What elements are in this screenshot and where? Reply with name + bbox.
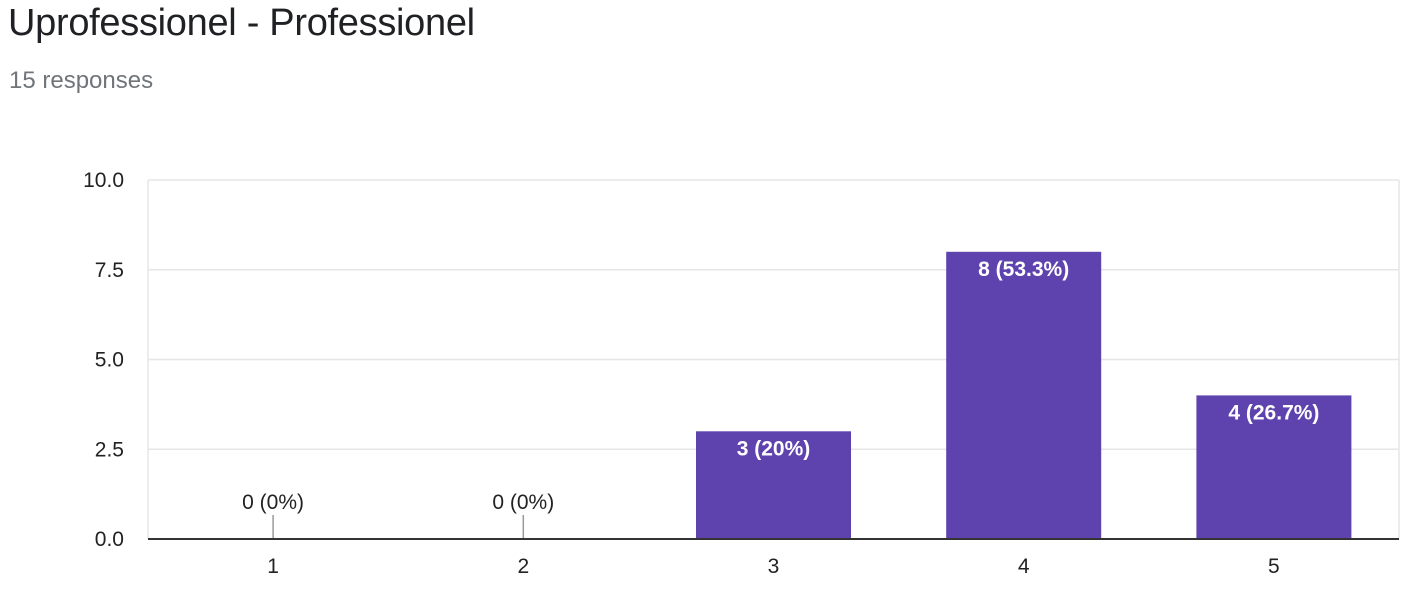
y-tick-label: 2.5 (95, 438, 124, 461)
chart-title: Uprofessionel - Professionel (8, 2, 475, 44)
data-label-2: 0 (0%) (492, 491, 554, 514)
response-count: 15 responses (9, 67, 154, 94)
bar-4 (946, 251, 1102, 540)
data-labels: 0 (0%) 0 (0%) 3 (20%) 8 (53.3%) 4 (26.7%) (242, 258, 1319, 514)
data-label-5: 4 (26.7%) (1228, 401, 1319, 424)
y-tick-label: 7.5 (95, 259, 124, 282)
x-tick-label-2: 2 (517, 555, 529, 578)
bar-3 (696, 431, 851, 539)
y-tick-label: 5.0 (95, 349, 124, 372)
x-tick-label-3: 3 (768, 555, 780, 578)
y-tick-label: 0.0 (95, 528, 124, 551)
axes: 0.0 2.5 5.0 7.5 10.0 1 2 3 4 5 (83, 169, 1399, 578)
x-tick-label-1: 1 (267, 555, 279, 578)
data-label-4: 8 (53.3%) (978, 258, 1069, 281)
bar-5 (1196, 395, 1352, 539)
data-label-3: 3 (20%) (737, 437, 811, 460)
y-tick-label: 10.0 (83, 169, 124, 192)
x-tick-label-5: 5 (1268, 555, 1280, 578)
bars (272, 251, 1352, 540)
x-tick-label-4: 4 (1018, 555, 1030, 578)
data-label-1: 0 (0%) (242, 491, 304, 514)
